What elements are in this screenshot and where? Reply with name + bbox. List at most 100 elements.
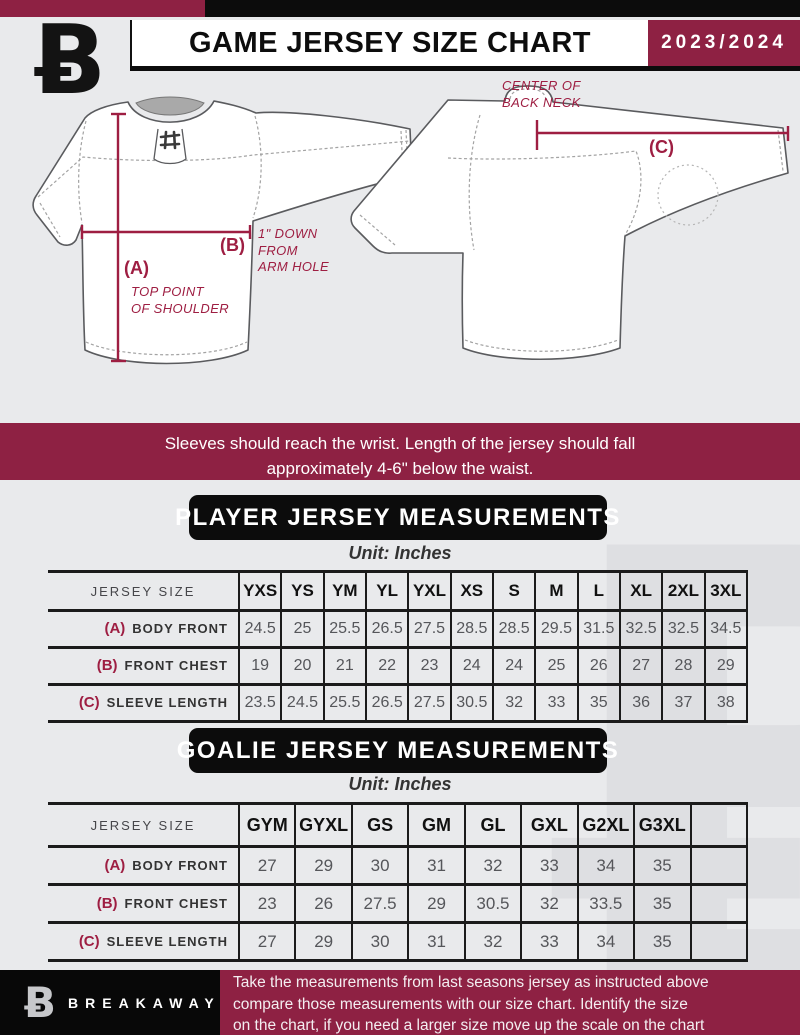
measure-cell: 24 xyxy=(491,647,537,685)
label-b: (B) xyxy=(220,235,245,255)
measure-cell xyxy=(689,922,748,961)
top-maroon-stripe xyxy=(0,0,205,17)
fit-instruction-line1: Sleeves should reach the wrist. Length o… xyxy=(164,434,636,453)
player-unit-label: Unit: Inches xyxy=(348,543,452,563)
title-underline xyxy=(130,66,800,71)
size-col-header: 2XL xyxy=(661,571,706,611)
measure-cell: 28.5 xyxy=(449,610,494,648)
size-header-row: JERSEY SIZE GYM GYXL GS GM GL GXL G2XL G3XL xyxy=(48,803,748,847)
measure-cell: 34 xyxy=(576,846,636,885)
size-header-row: JERSEY SIZE YXS YS YM YL YXL XS S M L XL 2XL 3XL xyxy=(48,571,749,611)
measure-row: (C) SLEEVE LENGTH 27 29 30 31 32 33 34 35 xyxy=(48,922,748,961)
measure-row: (B) FRONT CHEST 19 20 21 22 23 24 24 25 26 27 28 29 xyxy=(48,647,749,685)
title-bar: GAME JERSEY SIZE CHART 2023/2024 xyxy=(130,20,800,66)
size-col-header: GM xyxy=(407,803,466,847)
measure-cell: 32.5 xyxy=(618,610,664,648)
measure-cell: 28 xyxy=(661,647,706,685)
measure-cell: 30.5 xyxy=(449,684,494,722)
size-col-header: YL xyxy=(364,571,410,611)
elbow-patch-outline xyxy=(657,164,719,226)
measure-row-label: (B) FRONT CHEST xyxy=(48,884,240,923)
top-point-note: TOP POINT OF SHOULDER xyxy=(131,284,230,316)
measure-cell: 31.5 xyxy=(576,610,621,648)
page-title: GAME JERSEY SIZE CHART xyxy=(130,20,648,66)
measure-cell: 31 xyxy=(407,846,466,885)
measure-cell: 27 xyxy=(237,846,297,885)
measure-cell: 19 xyxy=(237,647,283,685)
measure-cell: 35 xyxy=(633,846,692,885)
size-col-header: S xyxy=(491,571,537,611)
measure-cell: 32 xyxy=(491,684,537,722)
size-col-header: 3XL xyxy=(703,571,749,611)
measure-cell: 30 xyxy=(350,846,410,885)
size-col-header: YM xyxy=(322,571,367,611)
measure-cell: 34.5 xyxy=(703,610,749,648)
size-col-header: YXL xyxy=(407,571,452,611)
goalie-section-title: GOALIE JERSEY MEASUREMENTS xyxy=(177,728,618,773)
measure-row-label: (B) FRONT CHEST xyxy=(48,647,240,685)
player-size-table: JERSEY SIZE YXS YS YM YL YXL XS S M L XL 2XL 3XL (A) B… xyxy=(48,570,749,723)
measure-cell: 20 xyxy=(280,647,325,685)
measure-cell: 37 xyxy=(661,684,706,722)
measure-cell: 30 xyxy=(350,922,410,961)
measure-row: (A) BODY FRONT 27 29 30 31 32 33 34 35 xyxy=(48,846,748,885)
measure-cell: 25.5 xyxy=(322,610,367,648)
measure-cell: 23 xyxy=(407,647,452,685)
size-col-header: L xyxy=(576,571,621,611)
fit-instruction-line2: approximately 4-6" below the waist. xyxy=(266,459,534,478)
measure-cell: 21 xyxy=(322,647,367,685)
footer-brand-block: Ƀ BREAKAWAY xyxy=(0,970,220,1035)
size-col-header: GS xyxy=(350,803,410,847)
label-a: (A) xyxy=(124,258,149,278)
breakaway-logo-icon: Ƀ xyxy=(33,6,107,116)
breakaway-footer-logo-icon: Ƀ xyxy=(24,977,57,1027)
footer-instructions: Take the measurements from last seasons … xyxy=(220,970,800,1035)
measure-cell: 26.5 xyxy=(364,684,410,722)
measure-row-label: (A) BODY FRONT xyxy=(48,846,240,885)
jersey-size-header: JERSEY SIZE xyxy=(48,803,240,847)
measure-row-label: (C) SLEEVE LENGTH xyxy=(48,922,240,961)
measure-cell: 27 xyxy=(618,647,664,685)
measure-cell: 29 xyxy=(703,647,749,685)
size-col-header: G2XL xyxy=(576,803,636,847)
measure-cell: 26 xyxy=(294,884,353,923)
measure-row: (C) SLEEVE LENGTH 23.5 24.5 25.5 26.5 27.5 30.5… xyxy=(48,684,749,722)
measure-cell: 27.5 xyxy=(407,684,452,722)
footer-line3: on the chart, if you need a larger size … xyxy=(233,1017,705,1034)
measure-cell: 35 xyxy=(633,922,692,961)
season-badge: 2023/2024 xyxy=(648,20,800,66)
measure-cell: 29 xyxy=(294,846,353,885)
label-c: (C) xyxy=(649,137,674,157)
measure-cell: 25 xyxy=(280,610,325,648)
size-col-header: XL xyxy=(618,571,664,611)
size-col-header: YS xyxy=(280,571,325,611)
measure-cell: 23 xyxy=(237,884,297,923)
measure-cell: 34 xyxy=(576,922,636,961)
measure-cell: 26.5 xyxy=(364,610,410,648)
measure-cell: 25.5 xyxy=(322,684,367,722)
measure-cell: 32 xyxy=(520,884,579,923)
measure-cell xyxy=(689,884,748,923)
measure-cell: 30.5 xyxy=(463,884,523,923)
brand-name: BREAKAWAY xyxy=(68,994,221,1011)
measure-cell: 35 xyxy=(576,684,621,722)
measure-cell xyxy=(689,846,748,885)
measure-cell: 32.5 xyxy=(661,610,706,648)
measure-cell: 28.5 xyxy=(491,610,537,648)
size-col-header: M xyxy=(534,571,579,611)
measure-cell: 32 xyxy=(463,922,523,961)
measure-row: (A) BODY FRONT 24.5 25 25.5 26.5 27.5 28.5 28.5 2… xyxy=(48,610,749,648)
measure-cell: 27.5 xyxy=(407,610,452,648)
fit-instruction-banner: Sleeves should reach the wrist. Length o… xyxy=(0,423,800,480)
measure-cell: 38 xyxy=(703,684,749,722)
measure-row-label: (A) BODY FRONT xyxy=(48,610,240,648)
back-jersey-diagram xyxy=(350,85,789,360)
size-col-header: GYXL xyxy=(294,803,353,847)
measure-cell: 23.5 xyxy=(237,684,283,722)
size-col-header: GXL xyxy=(520,803,579,847)
measure-cell: 27.5 xyxy=(350,884,410,923)
goalie-unit-label: Unit: Inches xyxy=(348,774,452,794)
measure-cell: 27 xyxy=(237,922,297,961)
measure-cell: 26 xyxy=(576,647,621,685)
measure-cell: 24.5 xyxy=(237,610,283,648)
